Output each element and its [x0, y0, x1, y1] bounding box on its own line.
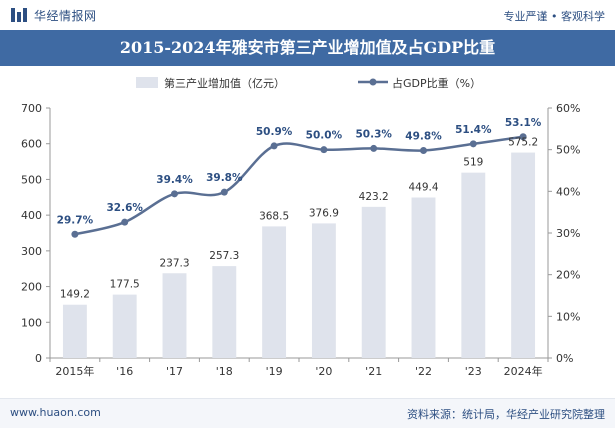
bar-series	[62, 152, 536, 358]
bar	[112, 294, 137, 358]
y-left-tick-label: 200	[21, 281, 42, 294]
y-right-tick-label: 50%	[556, 144, 580, 157]
website-link[interactable]: www.huaon.com	[10, 406, 101, 419]
bar	[361, 206, 386, 358]
x-tick-label: '21	[365, 365, 382, 378]
line-value-label: 50.0%	[306, 130, 343, 142]
bar-value-label: 257.3	[209, 250, 239, 262]
slogan: 专业严谨 • 客观科学	[503, 10, 605, 23]
x-tick-label: '18	[216, 365, 233, 378]
line-point	[420, 147, 427, 154]
bar-value-label: 177.5	[110, 279, 140, 291]
bar-value-label: 423.2	[359, 191, 389, 203]
y-right-tick-label: 40%	[556, 185, 580, 198]
y-right-tick-label: 30%	[556, 227, 580, 240]
y-left-tick-label: 0	[35, 352, 42, 365]
line-series	[71, 133, 527, 238]
line-point	[519, 133, 527, 141]
x-tick-label: '20	[315, 365, 332, 378]
line-path	[74, 135, 524, 236]
bar-value-label: 368.5	[259, 210, 289, 222]
x-tick-label: '23	[465, 365, 482, 378]
bar	[212, 266, 237, 358]
line-point	[220, 188, 228, 196]
y-left-tick-label: 600	[21, 138, 42, 151]
line-point	[121, 218, 129, 226]
y-right-tick-label: 10%	[556, 310, 580, 323]
bar-value-label: 376.9	[309, 207, 339, 219]
bar	[411, 197, 436, 358]
line-value-label: 49.8%	[405, 131, 442, 143]
line-value-label: 39.8%	[206, 172, 243, 184]
bar	[311, 223, 336, 358]
axes: 0 100 200 300 400 500 600 700 0% 10% 20% 30% 40% 50% 6…	[21, 102, 580, 378]
bar	[162, 273, 187, 358]
y-left-tick-label: 300	[21, 245, 42, 258]
brand-logo-icon	[11, 8, 27, 22]
legend-bar-label: 第三产业增加值（亿元）	[164, 76, 285, 90]
x-tick-label: 2015年	[55, 364, 94, 378]
header-bar: 华经情报网 专业严谨 • 客观科学	[0, 0, 615, 30]
line-value-label: 51.4%	[455, 124, 492, 136]
x-tick-label: 2024年	[504, 364, 543, 378]
brand[interactable]: 华经情报网	[10, 6, 97, 24]
line-point	[469, 140, 477, 148]
bar-value-label: 519	[463, 157, 483, 169]
line-point	[171, 190, 178, 198]
legend-bar-swatch	[136, 77, 158, 88]
y-left-tick-label: 700	[21, 102, 42, 115]
bar-value-label: 575.2	[508, 137, 538, 149]
footer: www.huaon.com 资料来源：统计局，华经产业研究院整理	[0, 398, 615, 428]
title-bar	[0, 30, 615, 66]
legend-line-marker	[369, 78, 377, 86]
line-value-label: 50.9%	[256, 126, 293, 138]
line-value-label: 29.7%	[57, 214, 94, 226]
chart-title: 2015-2024年雅安市第三产业增加值及占GDP比重	[119, 38, 496, 57]
data-labels: 149.2 177.5 237.3 257.3 368.5 376.9 423.2 449.4…	[57, 117, 542, 301]
line-value-label: 39.4%	[156, 174, 193, 186]
x-tick-label: '19	[266, 365, 283, 378]
bar-value-label: 449.4	[408, 182, 438, 194]
line-point	[270, 142, 278, 150]
x-tick-label: '22	[415, 365, 432, 378]
line-point	[71, 230, 79, 238]
y-left-tick-label: 100	[21, 316, 42, 329]
y-right-tick-label: 0%	[556, 352, 573, 365]
bar-value-label: 149.2	[60, 289, 90, 301]
y-left-tick-label: 500	[21, 173, 42, 186]
brand-name: 华经情报网	[34, 8, 97, 23]
legend-line-label: 占GDP比重（%）	[392, 76, 481, 90]
bar-value-label: 237.3	[159, 257, 189, 269]
bar	[511, 152, 536, 358]
chart-area: 第三产业增加值（亿元） 占GDP比重（%） 0 100 200 300 400 500 600…	[21, 76, 580, 378]
legend: 第三产业增加值（亿元） 占GDP比重（%）	[136, 76, 481, 90]
y-left-tick-label: 400	[21, 209, 42, 222]
bar	[461, 172, 486, 358]
y-right-tick-label: 60%	[556, 102, 580, 115]
line-point	[370, 144, 378, 152]
bar	[262, 226, 287, 358]
x-tick-label: '17	[166, 365, 183, 378]
source-note: 资料来源：统计局，华经产业研究院整理	[407, 408, 605, 421]
line-point	[320, 146, 328, 154]
y-right-tick-label: 20%	[556, 269, 580, 282]
line-value-label: 32.6%	[106, 202, 143, 214]
line-value-label: 53.1%	[505, 117, 542, 129]
bar	[62, 304, 87, 358]
line-value-label: 50.3%	[355, 128, 392, 140]
x-tick-label: '16	[116, 365, 133, 378]
